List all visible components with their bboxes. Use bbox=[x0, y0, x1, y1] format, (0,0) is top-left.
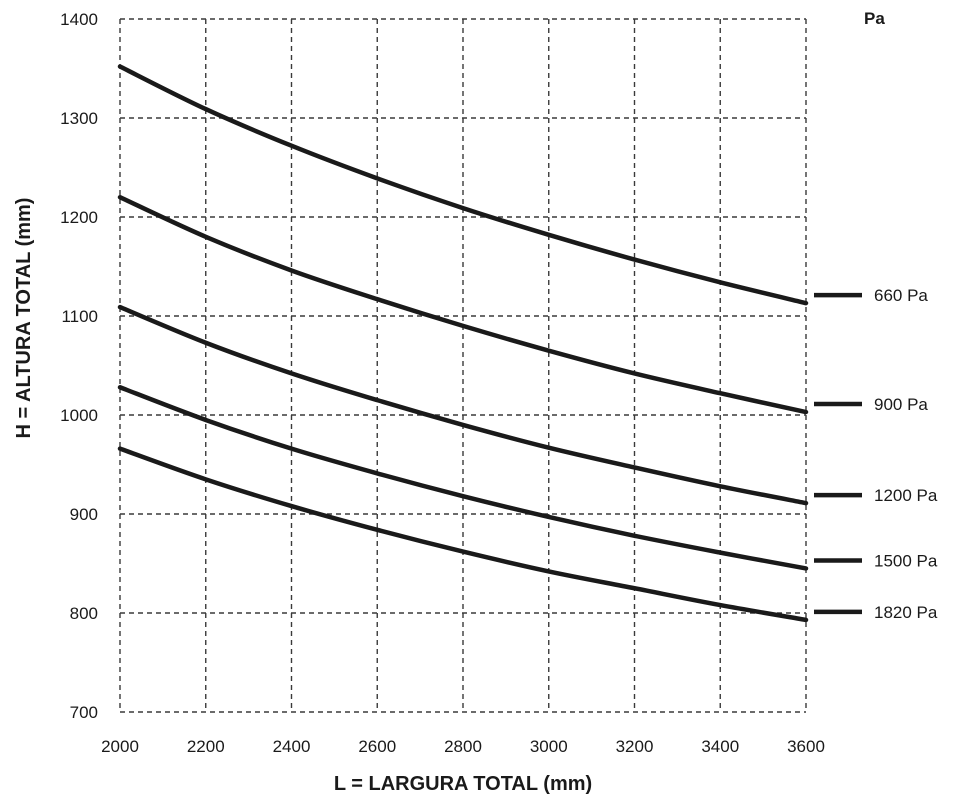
series-line-3 bbox=[117, 385, 809, 571]
x-tick-label: 2800 bbox=[444, 737, 482, 756]
x-tick-label: 2000 bbox=[101, 737, 139, 756]
y-tick-label: 1100 bbox=[61, 307, 98, 326]
y-tick-label: 900 bbox=[70, 505, 98, 524]
grid bbox=[119, 18, 807, 713]
legend-title: Pa bbox=[864, 9, 885, 28]
x-tick-label: 3600 bbox=[787, 737, 825, 756]
y-axis-title: H = ALTURA TOTAL (mm) bbox=[13, 198, 35, 439]
legend-label-0: 660 Pa bbox=[874, 286, 928, 305]
legend: Pa 660 Pa 900 Pa 1200 Pa 1500 Pa 1820 Pa bbox=[814, 9, 938, 622]
y-tick-label: 1200 bbox=[60, 208, 98, 227]
x-tick-label: 2400 bbox=[273, 737, 311, 756]
series-line-1 bbox=[117, 194, 809, 415]
x-tick-label: 3200 bbox=[616, 737, 654, 756]
y-tick-label: 800 bbox=[70, 604, 98, 623]
series-line-2 bbox=[117, 304, 809, 506]
legend-label-2: 1200 Pa bbox=[874, 486, 938, 505]
y-tick-label: 1300 bbox=[60, 109, 98, 128]
series-line-4 bbox=[117, 446, 809, 623]
y-tick-label: 1000 bbox=[60, 406, 98, 425]
y-tick-label: 700 bbox=[70, 703, 98, 722]
x-tick-label: 2600 bbox=[358, 737, 396, 756]
y-tick-labels: 700 800 900 1000 1100 1200 1300 1400 bbox=[60, 10, 98, 722]
curves bbox=[117, 64, 809, 623]
series-line-0 bbox=[117, 64, 809, 306]
y-tick-label: 1400 bbox=[60, 10, 98, 29]
x-tick-label: 3000 bbox=[530, 737, 568, 756]
x-tick-label: 3400 bbox=[701, 737, 739, 756]
x-tick-label: 2200 bbox=[187, 737, 225, 756]
legend-label-4: 1820 Pa bbox=[874, 603, 938, 622]
x-axis-title: L = LARGURA TOTAL (mm) bbox=[334, 773, 592, 795]
legend-label-1: 900 Pa bbox=[874, 395, 928, 414]
legend-label-3: 1500 Pa bbox=[874, 551, 938, 570]
x-tick-labels: 2000 2200 2400 2600 2800 3000 3200 3400 3600 bbox=[101, 737, 825, 756]
